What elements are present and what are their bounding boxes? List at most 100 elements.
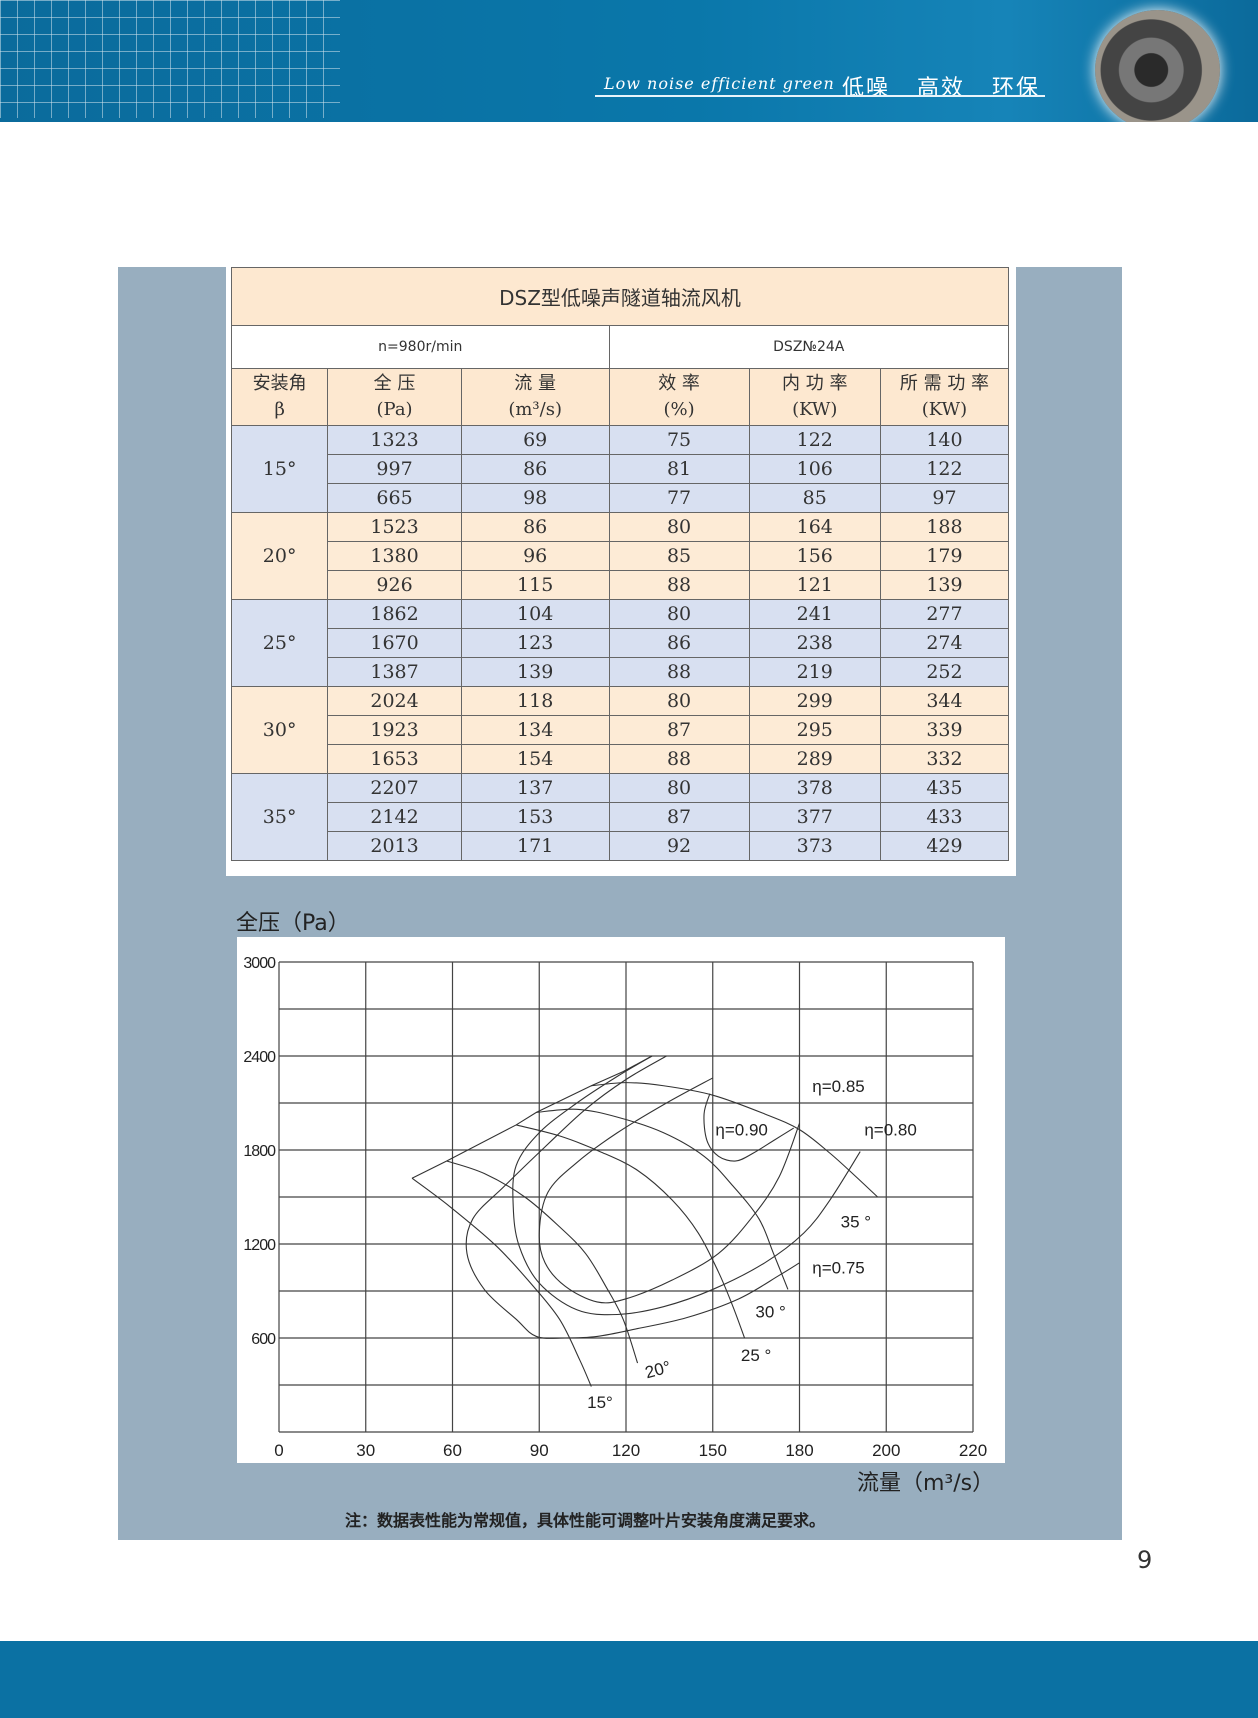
- table-row: 25° 1862 104 80 241 277: [230, 599, 1010, 687]
- table-cell: 2142: [327, 802, 462, 832]
- table-cell: 289: [748, 744, 881, 774]
- x-tick-label: 30: [356, 1441, 375, 1460]
- header-label: 安装角: [252, 373, 307, 394]
- table-cell: 252: [879, 657, 1010, 687]
- efficiency-curve: [465, 1055, 800, 1339]
- table-cell: 97: [879, 483, 1010, 513]
- curve-label: η=0.90: [715, 1121, 767, 1140]
- table-cell: 2207: [327, 773, 462, 803]
- column-header: 所 需 功 率 (KW): [879, 368, 1010, 426]
- x-axis-label: 流量（m³/s）: [857, 1471, 995, 1496]
- y-tick-label: 1200: [243, 1237, 276, 1254]
- table-cell: 154: [460, 744, 610, 774]
- table-cell: 122: [748, 425, 881, 455]
- table-cell: 92: [608, 831, 750, 861]
- table-cell: 140: [879, 425, 1010, 455]
- table-cell: 219: [748, 657, 881, 687]
- table-cell: 86: [608, 628, 750, 658]
- table-cell: 295: [748, 715, 881, 745]
- footnote: 注：数据表性能为常规值，具体性能可调整叶片安装角度满足要求。: [345, 1511, 826, 1530]
- table-cell: 80: [608, 512, 750, 542]
- column-header: 安装角 β: [230, 368, 329, 426]
- table-cell: 85: [748, 483, 881, 513]
- x-tick-label: 60: [443, 1441, 462, 1460]
- table-cell: 171: [460, 831, 610, 861]
- table-cell: 96: [460, 541, 610, 571]
- curve-label: η=0.75: [812, 1259, 864, 1278]
- efficiency-curve: [538, 1077, 801, 1304]
- header-label: 所 需 功 率: [899, 373, 990, 394]
- table-cell: 435: [879, 773, 1010, 803]
- performance-table: DSZ型低噪声隧道轴流风机 n=980r/min DSZ№24A 安装角 β 全 压…: [230, 267, 1010, 861]
- table-cell: 86: [460, 454, 610, 484]
- table-cell: 85: [608, 541, 750, 571]
- table-row: 15° 1323 69 75 122 140: [230, 425, 1010, 513]
- column-header: 流 量 (m³/s): [460, 368, 610, 426]
- x-tick-label: 200: [872, 1441, 900, 1460]
- blade-angle-curve: [536, 1108, 789, 1290]
- table-cell: 118: [460, 686, 610, 716]
- table-cell: 344: [879, 686, 1010, 716]
- table-cell: 377: [748, 802, 881, 832]
- table-cell: 1862: [327, 599, 462, 629]
- table-cell: 926: [327, 570, 462, 600]
- performance-chart: 0 30 60 90 120 150 180 200 220 600 1200 1800 2400 300…: [243, 955, 987, 1460]
- table-cell: 139: [460, 657, 610, 687]
- angle-cell: 15°: [230, 425, 329, 513]
- column-header: 内 功 率 (KW): [748, 368, 881, 426]
- table-cell: 123: [460, 628, 610, 658]
- y-tick-label: 600: [251, 1331, 276, 1348]
- x-tick-label: 120: [612, 1441, 640, 1460]
- table-cell: 98: [460, 483, 610, 513]
- angle-cell: 30°: [230, 686, 329, 774]
- angle-cell: 20°: [230, 512, 329, 600]
- table-cell: 153: [460, 802, 610, 832]
- table-cell: 1380: [327, 541, 462, 571]
- table-row: 1670 123 86 238 274: [232, 628, 1010, 658]
- y-tick-label: 3000: [243, 955, 276, 972]
- table-cell: 156: [748, 541, 881, 571]
- curve-label: 35 °: [841, 1212, 871, 1231]
- x-tick-label: 0: [274, 1441, 283, 1460]
- table-cell: 137: [460, 773, 610, 803]
- table-cell: 80: [608, 686, 750, 716]
- table-row: 1923 134 87 295 339: [232, 715, 1010, 745]
- table-cell: 1653: [327, 744, 462, 774]
- table-cell: 88: [608, 657, 750, 687]
- x-tick-label: 220: [959, 1441, 987, 1460]
- slogan-chinese: 低噪 高效 环保: [842, 76, 1040, 101]
- page-number: 9: [1137, 1546, 1153, 1574]
- blade-angle-curve: [411, 1177, 592, 1387]
- table-row: 2013 171 92 373 429: [232, 831, 1010, 861]
- header-label: 效 率: [658, 373, 700, 394]
- y-axis-label: 全压（Pa）: [236, 911, 350, 936]
- table-cell: 179: [879, 541, 1010, 571]
- header-label: 流 量: [514, 373, 557, 394]
- blade-angle-curve: [446, 1160, 639, 1364]
- table-cell: 433: [879, 802, 1010, 832]
- table-cell: 122: [879, 454, 1010, 484]
- angle-cell: 35°: [230, 773, 329, 861]
- table-cell: 188: [879, 512, 1010, 542]
- column-header: 效 率 (%): [608, 368, 750, 426]
- table-cell: 332: [879, 744, 1010, 774]
- table-cell: 80: [608, 773, 750, 803]
- efficiency-curve: [703, 1093, 795, 1162]
- table-cell: 81: [608, 454, 750, 484]
- y-tick-label: 2400: [243, 1049, 276, 1066]
- table-row: 30° 2024 118 80 299 344: [230, 686, 1010, 774]
- divider: [595, 95, 1045, 97]
- table-cell: 75: [608, 425, 750, 455]
- table-cell: 1387: [327, 657, 462, 687]
- table-cell: 238: [748, 628, 881, 658]
- table-cell: 80: [608, 599, 750, 629]
- header-label: 内 功 率: [782, 373, 848, 394]
- curve-label: 20°: [643, 1357, 673, 1382]
- table-cell: 665: [327, 483, 462, 513]
- x-tick-label: 90: [530, 1441, 549, 1460]
- table-title: DSZ型低噪声隧道轴流风机: [231, 267, 1009, 326]
- curve-label: η=0.85: [812, 1077, 864, 1096]
- table-row: 2142 153 87 377 433: [232, 802, 1010, 832]
- table-cell: 997: [327, 454, 462, 484]
- footer-band: [0, 1641, 1258, 1718]
